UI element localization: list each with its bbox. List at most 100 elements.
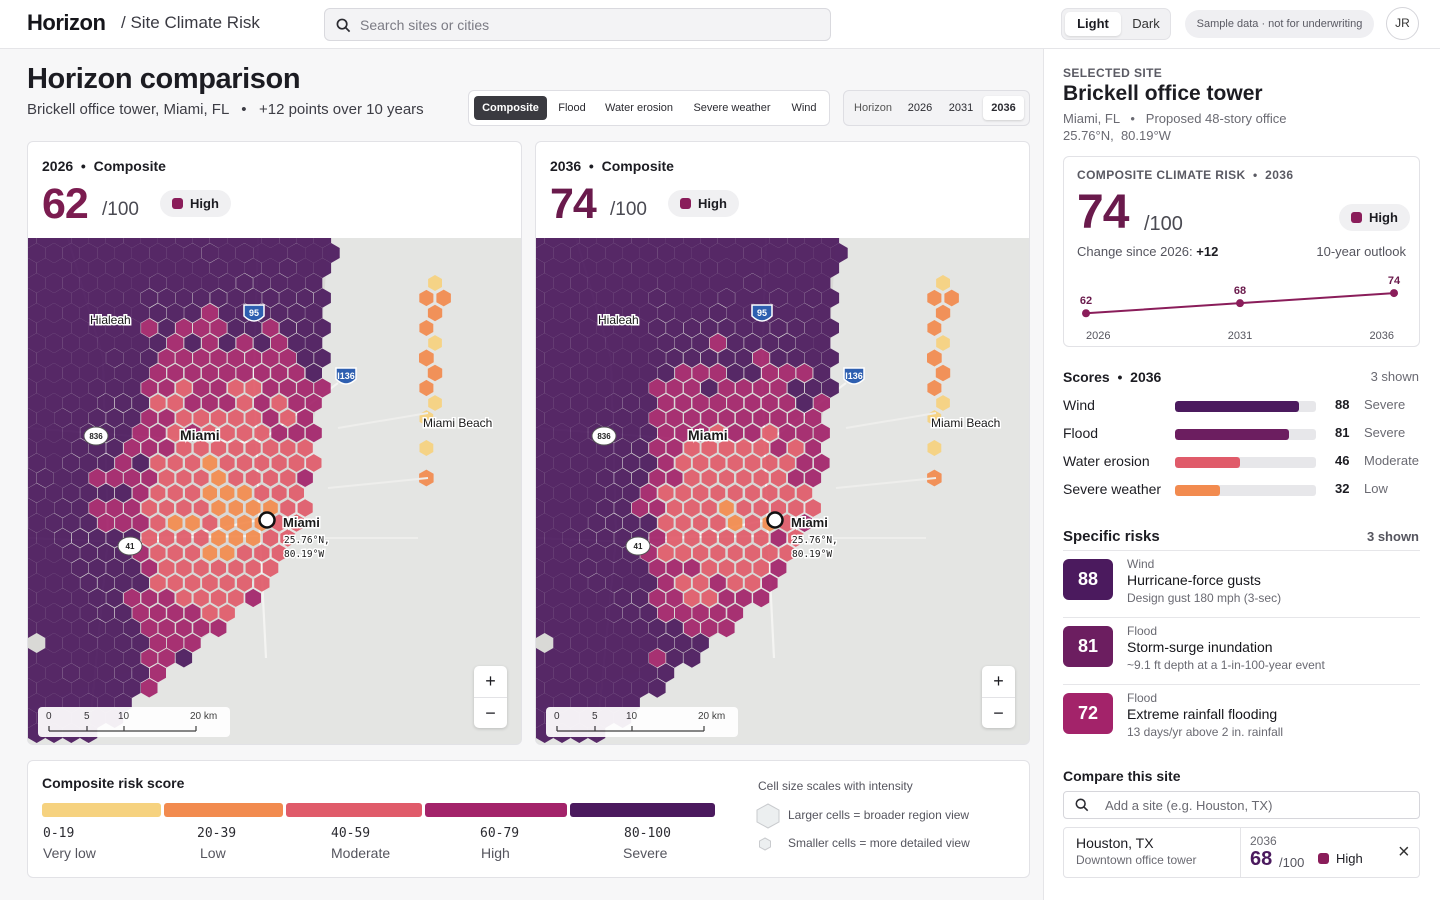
hex-cell [605,303,623,323]
search-input[interactable]: Search sites or cities [324,8,831,41]
hex-cell [727,423,743,443]
specific-risk-item[interactable]: 81 Flood Storm-surge inundation ~9.1 ft … [1063,617,1420,681]
hex-cell [97,543,115,563]
avatar[interactable]: JR [1386,7,1419,40]
hex-cell [631,318,649,338]
hex-cell [175,348,192,368]
hex-cell [700,238,718,248]
specific-risk-item[interactable]: 88 Wind Hurricane-force gusts Design gus… [1063,550,1420,614]
hex-cell [936,275,950,291]
hex-cell [649,648,666,668]
hex-cell [709,393,726,413]
hex-cell [141,499,157,517]
hex-cell [813,303,831,323]
hex-cell [131,243,150,263]
horizon-2026[interactable]: 2026 [907,102,933,114]
hex-cell [544,378,562,398]
hex-cell [701,529,717,547]
hex-cell [28,333,46,353]
hex-cell [45,243,63,263]
hex-cell [228,409,244,427]
hex-cell [691,243,710,263]
hex-cell [106,238,124,248]
hex-cell [228,559,244,577]
hex-cell [149,333,167,353]
risk-map[interactable]: Hialeah Miami Beach Miami 95 I136 836 41 Miami 2… [536,238,1030,745]
score-row-severe-weather[interactable]: Severe weather 32 Low [1063,479,1423,499]
hex-cell [770,438,787,458]
hex-cell [614,408,632,428]
tab-composite[interactable]: Composite [474,96,547,120]
hex-cell [605,333,623,353]
hex-cell [97,363,115,383]
hex-cell [692,603,709,623]
compare-placeholder: Add a site (e.g. Houston, TX) [1105,798,1273,813]
horizon-2036[interactable]: 2036 [983,96,1024,120]
tab-flood[interactable]: Flood [558,102,586,114]
hex-cell [71,288,89,308]
hex-cell [123,318,141,338]
hex-cell [631,498,648,518]
hex-cell [753,529,769,547]
hex-cell [236,394,253,412]
hex-cell [596,288,614,308]
hex-cell [787,318,805,338]
horizon-2031[interactable]: 2031 [948,102,974,114]
hex-cell [123,618,141,638]
hex-cell [419,379,434,397]
score-row-wind[interactable]: Wind 88 Severe [1063,395,1423,415]
hex-cell [796,453,813,473]
specific-risk-item[interactable]: 72 Flood Extreme rainfall flooding 13 da… [1063,684,1420,748]
hex-cell [132,423,149,443]
tab-severe-weather[interactable]: Severe weather [693,102,771,114]
hex-cell [927,289,942,307]
hex-cell [622,483,640,503]
hex-cell [684,408,700,428]
zoom-in-button[interactable]: + [993,671,1004,691]
map-score: 62 [42,180,89,228]
label-site: Miami [791,515,828,530]
score-fill [1175,429,1290,440]
hex-cell [28,588,37,608]
hex-cell [596,648,614,668]
hex-cell [779,484,795,502]
hex-cell [261,238,280,248]
theme-dark-button[interactable]: Dark [1132,16,1160,31]
hex-cell [804,318,822,338]
hex-cell [821,258,840,278]
zoom-out-button[interactable]: − [474,697,507,728]
tab-wind[interactable]: Wind [791,102,817,114]
score-row-water-erosion[interactable]: Water erosion 46 Moderate [1063,451,1423,471]
tab-water-erosion[interactable]: Water erosion [604,102,674,114]
hex-cell [536,348,545,368]
hex-cell [166,273,184,293]
hex-cell [115,603,132,623]
hex-cell [71,558,89,578]
hex-cell [235,243,254,263]
risk-map[interactable]: Hialeah Miami Beach Miami 95 I136 836 41 Miami 2… [28,238,522,745]
hex-cell [322,243,340,263]
zoom-in-button[interactable]: + [485,671,496,691]
compare-site-desc: Downtown office tower [1076,853,1197,867]
hex-cell [684,499,700,517]
hex-cell [710,514,726,532]
compare-site-card[interactable]: Houston, TX Downtown office tower 2036 6… [1063,827,1420,878]
risk-detail: ~9.1 ft depth at a 1-in-100-year event [1127,658,1325,672]
composite-risk-label: COMPOSITE CLIMATE RISK • 2036 [1077,168,1294,182]
hex-cell [605,363,623,383]
score-row-flood[interactable]: Flood 81 Severe [1063,423,1423,443]
hex-cell [54,618,72,638]
theme-light-button[interactable]: Light [1065,12,1121,36]
brand-logo[interactable]: Horizon [27,10,106,35]
hex-cell [288,423,305,443]
site-location: Miami, FL • Proposed 48-story office [1063,111,1287,126]
hex-cell [287,243,306,263]
legend-band-low [164,803,283,817]
compare-search-input[interactable]: Add a site (e.g. Houston, TX) [1063,791,1420,819]
hex-cell [149,363,166,383]
hex-cell [796,514,813,532]
zoom-out-button[interactable]: − [982,697,1015,728]
hex-cell [570,333,588,353]
remove-compare-button[interactable]: × [1398,841,1410,863]
hex-cell [88,408,106,428]
